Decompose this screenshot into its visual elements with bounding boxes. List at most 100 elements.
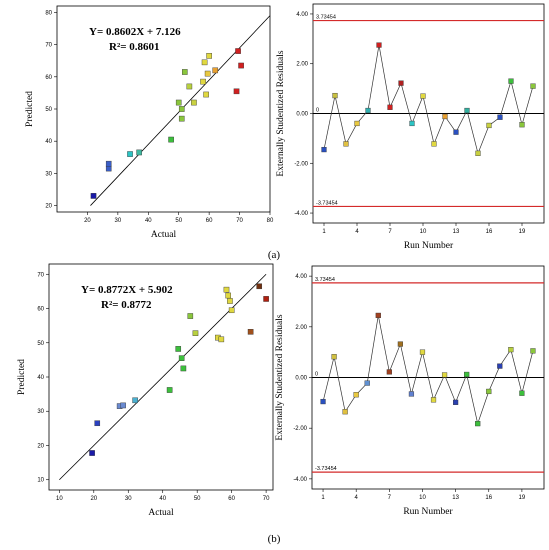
- x-tick-label: 50: [194, 496, 201, 502]
- x-tick-label: 40: [145, 218, 152, 224]
- x-tick-label: 1: [321, 495, 325, 501]
- data-point: [409, 120, 415, 127]
- data-point: [191, 99, 197, 106]
- y-tick-label: 0.00: [295, 376, 307, 382]
- data-point: [175, 346, 182, 352]
- data-point: [353, 392, 359, 398]
- data-point: [168, 136, 174, 143]
- data-point: [387, 104, 393, 110]
- data-point: [486, 388, 492, 395]
- data-point: [263, 296, 269, 302]
- data-point: [397, 341, 403, 347]
- data-point: [105, 165, 112, 172]
- data-point: [486, 122, 492, 129]
- data-point: [132, 397, 138, 404]
- data-point: [386, 369, 392, 375]
- x-axis-label: Run Number: [404, 241, 454, 251]
- upper-limit-label: 3.73454: [316, 15, 336, 21]
- r-squared-label: R²= 0.8772: [101, 299, 152, 311]
- data-point: [453, 129, 459, 135]
- data-point: [201, 59, 208, 66]
- y-axis-label: Predicted: [25, 91, 35, 127]
- x-tick-label: 10: [56, 496, 63, 502]
- y-tick-label: 40: [45, 139, 52, 145]
- data-point: [235, 48, 241, 54]
- regression-equation: Y= 0.8602X + 7.126: [89, 26, 181, 38]
- data-point: [497, 114, 503, 120]
- data-point: [212, 67, 219, 74]
- lower-limit-label: -3.73454: [315, 466, 337, 472]
- data-point: [180, 365, 187, 372]
- data-point: [238, 62, 244, 69]
- y-tick-label: 60: [37, 307, 44, 313]
- y-tick-label: 0.00: [296, 112, 308, 118]
- regression-equation: Y= 0.8772X + 5.902: [81, 284, 173, 296]
- zero-line-label: 0: [315, 372, 318, 378]
- y-axis-label: Predicted: [17, 359, 27, 395]
- data-point: [354, 120, 360, 127]
- x-tick-label: 7: [388, 495, 392, 501]
- y-tick-label: 20: [37, 443, 44, 449]
- data-point: [187, 313, 194, 319]
- data-point: [431, 141, 437, 147]
- panel-label-b: (b): [268, 533, 281, 545]
- data-point: [178, 355, 185, 361]
- x-tick-label: 10: [419, 495, 426, 501]
- y-tick-label: 4.00: [295, 274, 307, 280]
- data-point: [178, 106, 185, 112]
- data-point: [218, 336, 225, 343]
- data-point: [186, 83, 193, 90]
- x-tick-label: 13: [453, 229, 460, 235]
- x-tick-label: 20: [90, 496, 97, 502]
- data-point: [203, 91, 209, 98]
- y-tick-label: -4.00: [294, 211, 308, 217]
- residual-series-line: [322, 315, 534, 425]
- r-squared-label: R²= 0.8601: [109, 41, 160, 53]
- data-point: [175, 99, 182, 106]
- x-tick-label: 4: [355, 229, 359, 235]
- data-point: [200, 78, 206, 85]
- x-tick-label: 30: [115, 218, 122, 224]
- data-point: [519, 390, 525, 396]
- data-point: [192, 330, 199, 336]
- y-tick-label: 50: [37, 341, 44, 347]
- data-point: [320, 398, 326, 405]
- data-point: [228, 307, 235, 314]
- data-point: [89, 450, 95, 456]
- zero-line-label: 0: [316, 108, 319, 114]
- data-point: [178, 115, 185, 122]
- data-point: [136, 149, 142, 156]
- x-axis-label: Actual: [148, 508, 174, 518]
- data-point: [530, 83, 536, 89]
- y-tick-label: -2.00: [294, 161, 308, 167]
- data-point: [120, 402, 126, 409]
- x-tick-label: 70: [236, 218, 243, 224]
- x-tick-label: 4: [355, 495, 359, 501]
- x-tick-label: 16: [486, 229, 493, 235]
- x-tick-label: 16: [485, 495, 492, 501]
- x-tick-label: 70: [263, 496, 270, 502]
- y-tick-label: 70: [45, 43, 52, 49]
- x-tick-label: 7: [388, 229, 392, 235]
- y-axis-label: Externally Studentized Residuals: [276, 50, 286, 176]
- data-point: [441, 372, 448, 378]
- panel-label-a: (a): [268, 249, 281, 261]
- data-point: [430, 397, 437, 403]
- y-tick-label: 30: [37, 409, 44, 415]
- lower-limit-label: -3.73454: [316, 200, 338, 206]
- y-tick-label: 20: [45, 204, 52, 210]
- chart-scatter-a: 20 30 40 50 60 70 80 20 30 40 50 60 70 80 Actual Predic…: [25, 5, 274, 240]
- x-axis-label: Actual: [151, 230, 177, 240]
- data-point: [519, 122, 525, 128]
- y-tick-label: -4.00: [293, 477, 307, 483]
- fit-line: [59, 273, 267, 481]
- data-point: [342, 409, 348, 415]
- x-tick-label: 13: [452, 495, 459, 501]
- y-tick-label: 70: [37, 272, 44, 278]
- chart-residuals-b: 1 4 7 10 13 16 19 -4.00 -2.00 0.00 2.00 4.00 Run Num…: [275, 265, 545, 517]
- data-point: [206, 53, 212, 59]
- y-tick-label: -2.00: [293, 426, 307, 432]
- y-tick-label: 2.00: [295, 325, 307, 331]
- data-point: [225, 292, 232, 299]
